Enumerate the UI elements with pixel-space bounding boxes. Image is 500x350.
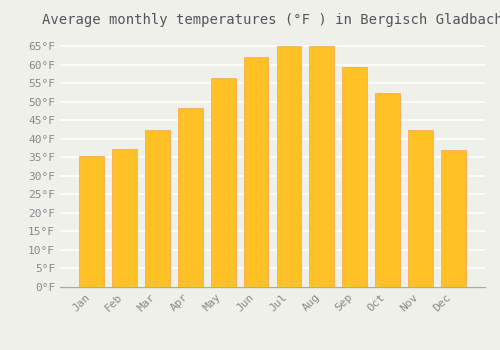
Bar <box>276 46 301 287</box>
Bar <box>342 66 367 287</box>
Bar <box>310 47 334 287</box>
Bar <box>376 93 400 287</box>
Bar <box>112 149 137 287</box>
Bar <box>178 108 203 287</box>
Bar <box>408 130 433 287</box>
Bar <box>80 156 104 287</box>
Bar <box>145 130 170 287</box>
Bar <box>441 150 466 287</box>
Bar <box>244 57 268 287</box>
Bar <box>211 78 236 287</box>
Title: Average monthly temperatures (°F ) in Bergisch Gladbach: Average monthly temperatures (°F ) in Be… <box>42 13 500 27</box>
